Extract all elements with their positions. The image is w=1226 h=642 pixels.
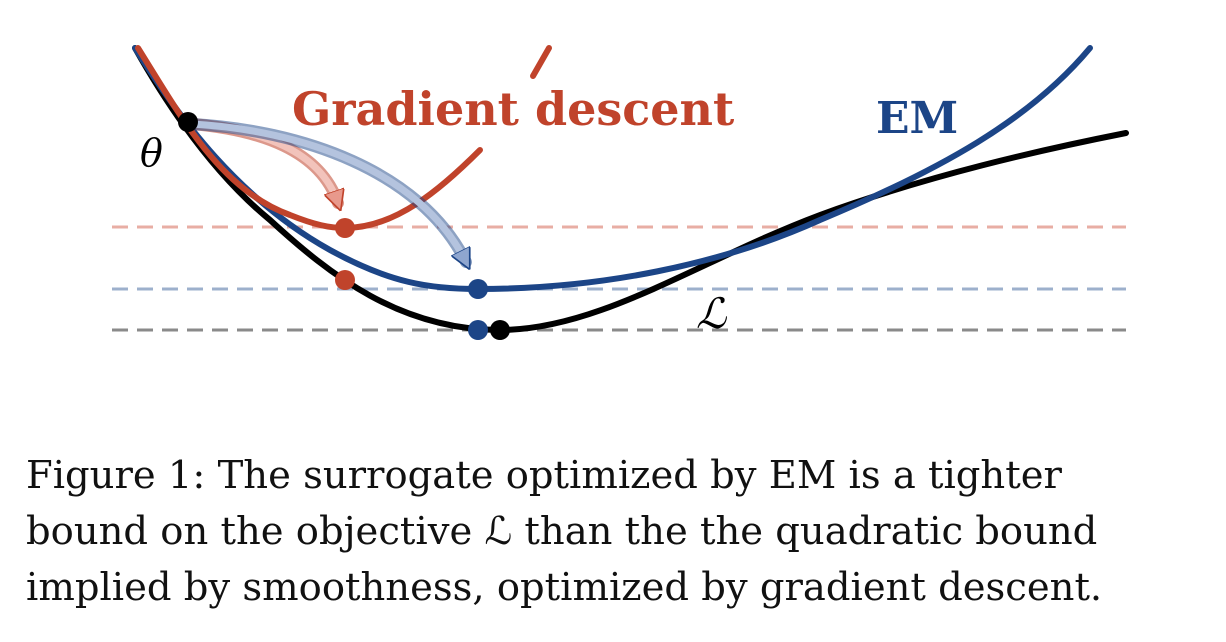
em-label: EM — [876, 93, 958, 144]
em-step-arrow-inner — [188, 120, 466, 262]
gradient-descent-curve — [135, 45, 483, 232]
objective-curve — [132, 45, 1129, 334]
gd-minimum-point — [335, 218, 355, 238]
caption-line: Figure 1: The surrogate optimized by EM … — [26, 453, 1062, 498]
caption-line: implied by smoothness, optimized by grad… — [26, 565, 1103, 610]
caption-line: bound on the objective ℒ than the the qu… — [26, 509, 1098, 554]
em-minimum-point — [468, 279, 488, 299]
theta-point — [178, 112, 198, 132]
theta-label: θ — [140, 131, 163, 175]
gradient-descent-label: Gradient descent — [292, 82, 735, 136]
figure-caption: Figure 1: The surrogate optimized by EM … — [26, 448, 1202, 616]
objective-minimum-point — [490, 320, 510, 340]
figure-diagram: Gradient descent EM θ ℒ — [112, 45, 1129, 340]
gd-objective-point — [335, 270, 355, 290]
gradient-descent-curve-tail — [530, 45, 552, 79]
objective-label: ℒ — [696, 289, 727, 338]
em-objective-point — [468, 320, 488, 340]
